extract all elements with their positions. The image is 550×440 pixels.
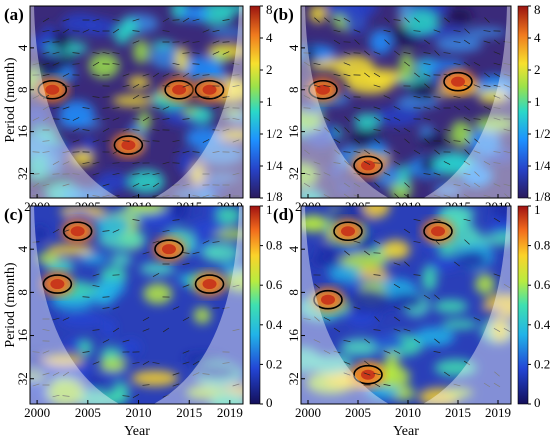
significance-contour	[333, 221, 363, 242]
colorbar	[517, 205, 529, 405]
y-tick-label: 8	[286, 289, 301, 296]
colorbar-tick-label: 4	[266, 30, 273, 45]
colorbar-tick-label: 0.2	[266, 356, 282, 371]
panel-label: (c)	[4, 205, 23, 224]
plot-frame	[300, 205, 512, 405]
phase-arrows	[32, 219, 240, 398]
cone-of-influence	[30, 6, 243, 198]
significance-contour	[353, 155, 383, 176]
significance-contour	[423, 221, 453, 242]
panel-label: (d)	[273, 205, 294, 224]
colorbar-tick-label: 0.4	[266, 317, 283, 332]
y-tick-label: 32	[286, 167, 301, 180]
significance-contour	[164, 79, 194, 100]
x-tick-label: 2000	[295, 405, 321, 420]
y-tick-label: 4	[286, 245, 301, 252]
x-tick-label: 2005	[75, 405, 101, 420]
y-axis-label-top: Period (month)	[3, 57, 18, 142]
colorbar-tick-label: 1/2	[534, 126, 550, 141]
y-tick-label: 4	[286, 44, 301, 51]
y-tick-label: 4	[15, 245, 30, 252]
colorbar-tick-label: 4	[534, 30, 541, 45]
colorbar-tick-label: 1/4	[266, 158, 283, 173]
colorbar-tick-label: 0.8	[266, 238, 282, 253]
y-tick-label: 8	[15, 87, 30, 94]
plot-frame	[29, 5, 244, 199]
x-axis-label-right: Year	[393, 424, 419, 439]
panel-label: (b)	[273, 5, 294, 24]
panel-label: (a)	[4, 5, 24, 24]
colorbar-tick-label: 0	[534, 395, 541, 410]
cone-of-influence	[301, 206, 511, 404]
y-axis-label-bottom: Period (month)	[3, 262, 18, 347]
colorbar	[249, 205, 261, 405]
x-tick-label: 2019	[485, 405, 511, 420]
colorbar-tick-label: 1/2	[266, 126, 283, 141]
plot-frame	[300, 5, 512, 199]
y-tick-label: 16	[15, 329, 30, 343]
colorbar-tick-label: 8	[534, 2, 541, 17]
y-tick-label: 4	[15, 44, 30, 51]
significance-contour	[62, 221, 93, 242]
colorbar-tick-label: 1/8	[534, 189, 550, 204]
colorbar-tick-label: 0.8	[534, 238, 550, 253]
x-tick-label: 2010	[126, 405, 152, 420]
colorbar	[517, 5, 529, 199]
colorbar-tick-label: 1	[266, 94, 273, 109]
y-tick-label: 32	[15, 167, 30, 180]
plot-frame	[29, 205, 244, 405]
significance-contour	[194, 79, 225, 100]
x-axis-label-left: Year	[124, 424, 150, 439]
colorbar-tick-label: 1	[266, 202, 273, 217]
colorbar-tick-label: 1	[534, 94, 541, 109]
y-tick-label: 16	[15, 125, 30, 139]
phase-arrows	[32, 17, 240, 198]
colorbar-tick-label: 0	[266, 395, 273, 410]
colorbar	[249, 5, 261, 199]
panel-a: (a)4816322000200520102015201984211/21/41…	[4, 2, 283, 214]
panel-b: (b)4816322000200520102015201984211/21/41…	[273, 2, 550, 214]
significance-contour	[37, 79, 68, 100]
colorbar-tick-label: 1/8	[266, 189, 283, 204]
colorbar-tick-label: 0.4	[534, 317, 550, 332]
cone-of-influence	[30, 206, 243, 404]
x-tick-label: 2005	[345, 405, 371, 420]
y-tick-label: 32	[15, 372, 30, 385]
x-tick-label: 2015	[176, 405, 202, 420]
panel-d: (d) 4 8 16 32 2000 2005 2010 2015 2019 1 0.8 0.6 0.4 0…	[273, 202, 550, 420]
significance-contour	[42, 274, 73, 294]
colorbar-tick-label: 2	[266, 62, 273, 77]
phase-arrows	[303, 17, 511, 198]
significance-contour	[353, 364, 383, 385]
x-tick-label: 2010	[395, 405, 421, 420]
y-tick-label: 8	[286, 87, 301, 94]
colorbar-tick-label: 0.6	[534, 277, 550, 292]
significance-contour	[308, 79, 338, 100]
colorbar-tick-label: 0.6	[266, 277, 283, 292]
y-tick-label: 8	[15, 289, 30, 296]
colorbar-tick-label: 8	[266, 2, 273, 17]
cone-of-influence	[301, 6, 511, 198]
y-tick-label: 16	[286, 125, 301, 139]
panel-c: (c) 4 8 16 32 2000 2005 2010 2015 2019 1 0.8 0.6 0.4 0…	[4, 202, 283, 420]
y-tick-label: 32	[286, 372, 301, 385]
x-tick-label: 2000	[24, 405, 50, 420]
colorbar-tick-label: 2	[534, 62, 541, 77]
colorbar-tick-label: 1/4	[534, 158, 550, 173]
significance-contour	[113, 135, 144, 155]
phase-arrows	[303, 217, 511, 388]
y-tick-label: 16	[286, 329, 301, 343]
x-tick-label: 2015	[445, 405, 471, 420]
x-tick-label: 2019	[217, 405, 243, 420]
colorbar-tick-label: 1	[534, 202, 541, 217]
significance-contour	[313, 289, 343, 310]
significance-contour	[194, 274, 225, 294]
significance-contour	[154, 239, 184, 259]
colorbar-tick-label: 0.2	[534, 356, 550, 371]
significance-contour	[443, 71, 473, 92]
